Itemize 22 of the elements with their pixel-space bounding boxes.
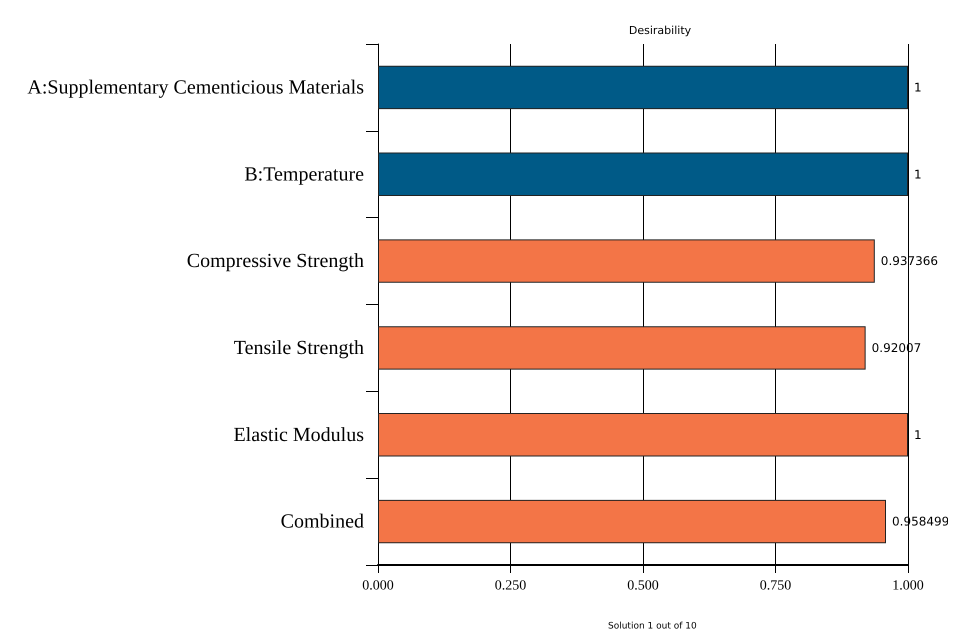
chart-title: Desirability	[628, 24, 692, 37]
bar	[378, 66, 908, 110]
data-label: 1	[914, 167, 922, 182]
bar	[378, 500, 886, 544]
y-tick-label: Combined	[280, 510, 364, 533]
bar	[378, 326, 866, 370]
data-label: 1	[914, 80, 922, 94]
x-tick-label: 0.250	[494, 578, 526, 594]
bar	[378, 239, 875, 283]
y-tick-label: Elastic Modulus	[233, 424, 364, 446]
x-tick-label: 0.000	[362, 578, 394, 594]
text: Solution 1 out of 10	[608, 622, 697, 632]
bar	[378, 413, 908, 456]
y-tick-label: Compressive Strength	[186, 250, 364, 272]
x-tick-label: 1.000	[892, 578, 924, 594]
data-label: 1	[914, 428, 922, 442]
bar	[378, 152, 908, 196]
y-tick-label: B:Temperature	[244, 163, 364, 186]
y-tick-label: A:Supplementary Cementicious Materials	[27, 76, 364, 98]
x-tick-label: 0.750	[760, 578, 792, 594]
y-tick-label: Tensile Strength	[234, 336, 364, 359]
x-tick-label: 0.500	[627, 578, 659, 594]
